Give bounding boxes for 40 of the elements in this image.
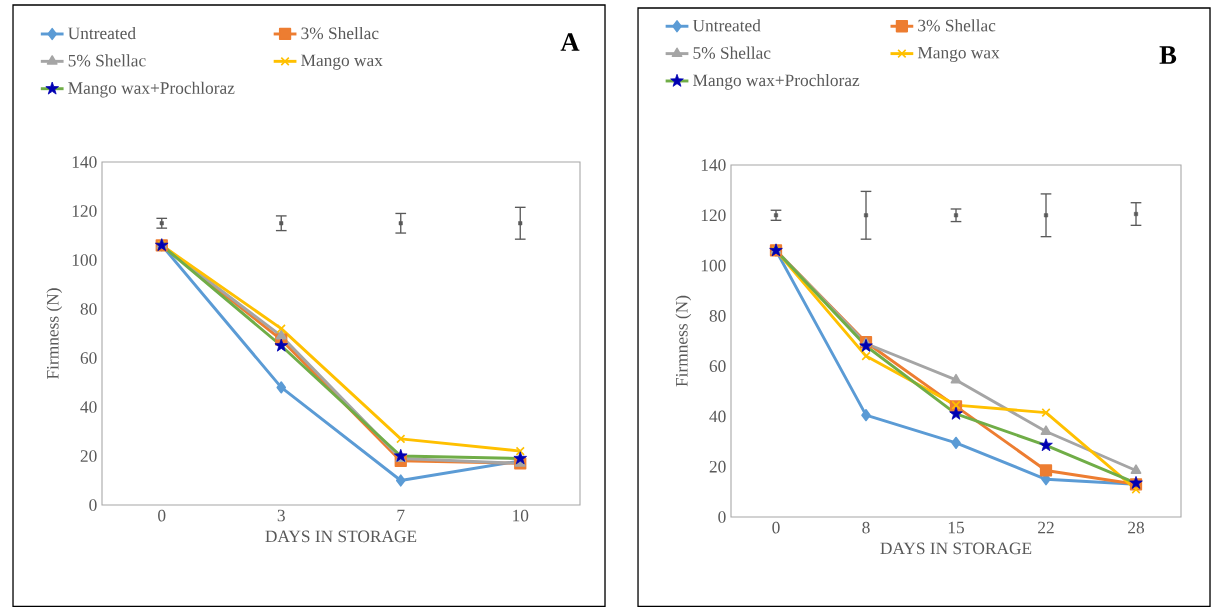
- y-tick-label: 40: [80, 401, 97, 413]
- x-tick-label: 8: [862, 521, 870, 534]
- legend-label: 5% Shellac: [693, 46, 771, 59]
- legend-label: Untreated: [692, 19, 761, 32]
- x-tick-label: 0: [158, 509, 166, 522]
- x-tick-label: 15: [948, 521, 964, 534]
- x-axis-title: DAYS IN STORAGE: [880, 542, 1032, 555]
- y-tick-label: 40: [709, 410, 726, 423]
- y-tick-label: 140: [701, 159, 726, 171]
- y-axis-title: Firmness (N): [675, 295, 692, 387]
- legend-label: Mango wax: [917, 46, 1000, 63]
- legend-label: Untreated: [68, 26, 136, 40]
- text: A: [560, 33, 580, 51]
- x-tick-label: 10: [513, 509, 529, 522]
- y-tick-label: 60: [709, 360, 726, 372]
- text: B: [1159, 46, 1177, 64]
- x-tick-label: 22: [1038, 521, 1054, 534]
- legend-label: 3% Shellac: [918, 19, 996, 32]
- legend-label: Mango wax+Prochloraz: [68, 81, 235, 98]
- x-axis-title: DAYS IN STORAGE: [265, 530, 417, 543]
- legend-label: 3% Shellac: [301, 26, 379, 40]
- y-tick-label: 100: [72, 254, 97, 266]
- x-tick-label: 3: [277, 509, 285, 522]
- x-tick-label: 0: [772, 521, 780, 534]
- y-tick-label: 80: [709, 310, 726, 322]
- y-axis-title: Firmness (N): [46, 288, 63, 379]
- y-tick-label: 120: [72, 205, 97, 217]
- y-tick-label: 140: [72, 156, 97, 168]
- legend-label: Mango wax: [301, 54, 383, 70]
- y-tick-label: 60: [80, 352, 97, 364]
- y-tick-label: 80: [80, 303, 97, 315]
- x-tick-label: 7: [397, 509, 405, 522]
- x-tick-label: 28: [1128, 521, 1145, 534]
- legend-label: Mango wax+Prochloraz: [693, 73, 860, 90]
- y-tick-label: 20: [709, 460, 726, 473]
- y-tick-label: 0: [89, 499, 97, 511]
- legend-label: 5% Shellac: [68, 54, 146, 67]
- y-tick-label: 20: [80, 450, 97, 462]
- y-tick-label: 120: [701, 209, 726, 222]
- y-tick-label: 100: [701, 259, 726, 272]
